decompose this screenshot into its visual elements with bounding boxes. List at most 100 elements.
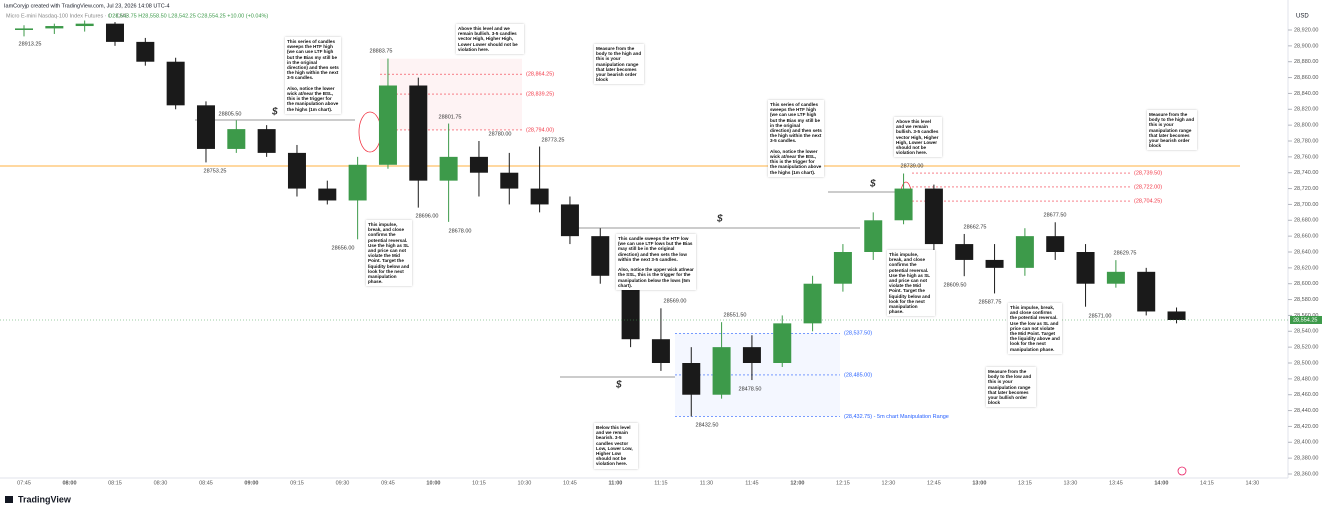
- y-tick-label: 28,900.00: [1294, 43, 1318, 49]
- x-tick-label: 13:15: [1018, 480, 1032, 486]
- candle-body: [803, 283, 822, 324]
- candle-body: [651, 339, 670, 363]
- y-tick-label: 28,780.00: [1294, 138, 1318, 144]
- y-tick-label: 28,700.00: [1294, 202, 1318, 208]
- candle-body: [712, 347, 731, 395]
- liquidity-symbol: $: [271, 107, 278, 118]
- x-tick-label: 14:00: [1154, 480, 1168, 486]
- x-tick-label: 12:15: [836, 480, 850, 486]
- x-tick-label: 08:45: [199, 480, 213, 486]
- x-tick-label: 12:45: [927, 480, 941, 486]
- candle: [955, 233, 974, 277]
- candle-body: [196, 105, 215, 149]
- price-label: 28773.25: [542, 137, 565, 143]
- y-tick-label: 28,860.00: [1294, 75, 1318, 81]
- y-tick-label: 28,520.00: [1294, 345, 1318, 351]
- candle-body: [227, 129, 246, 149]
- y-tick-label: 28,360.00: [1294, 471, 1318, 477]
- candle-body: [591, 236, 610, 276]
- price-label: 28677.50: [1044, 212, 1067, 218]
- candle-body: [136, 41, 155, 62]
- price-label: 28432.50: [696, 422, 719, 428]
- candle: [409, 77, 428, 208]
- candle: [136, 37, 155, 66]
- liquidity-symbol: $: [869, 179, 876, 190]
- price-label: 28609.50: [944, 282, 967, 288]
- candle: [1106, 260, 1125, 288]
- symbol: Micro E-mini Nasdaq-100 Index Futures · …: [6, 13, 129, 19]
- annotation: Measure from the body to the high and th…: [594, 44, 644, 85]
- y-tick-label: 28,600.00: [1294, 281, 1318, 287]
- candle-body: [773, 323, 792, 363]
- candle: [1137, 267, 1156, 316]
- current-price-tag: [1290, 315, 1322, 324]
- candle: [651, 308, 670, 371]
- price-label: 28569.00: [664, 298, 687, 304]
- level-label: (28,839.25): [526, 91, 554, 97]
- price-label: 28739.00: [901, 163, 924, 169]
- candle-body: [1106, 271, 1125, 284]
- candle-body: [530, 188, 549, 205]
- candle-body: [378, 85, 397, 165]
- price-label: 28801.75: [439, 114, 462, 120]
- candle: [318, 180, 337, 205]
- candle-body: [955, 244, 974, 260]
- candle-body: [864, 220, 883, 252]
- candle-body: [833, 252, 852, 284]
- candle: [1076, 244, 1095, 307]
- candle: [773, 315, 792, 367]
- candle: [439, 123, 458, 222]
- x-tick-label: 08:30: [154, 480, 168, 486]
- price-label: 28883.75: [370, 48, 393, 54]
- y-tick-label: 28,460.00: [1294, 392, 1318, 398]
- y-tick-label: 28,660.00: [1294, 234, 1318, 240]
- price-label: 28587.75: [979, 299, 1002, 305]
- annotation: Measure from the body to the low and thi…: [986, 367, 1036, 408]
- candle-body: [439, 156, 458, 181]
- y-tick-label: 28,840.00: [1294, 91, 1318, 97]
- price-label: 28913.25: [19, 41, 42, 47]
- x-tick-label: 13:00: [972, 480, 986, 486]
- price-label: 28753.25: [204, 168, 227, 174]
- price-label: 28662.75: [964, 224, 987, 230]
- brand: TradingView: [18, 494, 72, 504]
- y-tick-label: 28,640.00: [1294, 249, 1318, 255]
- candle: [1167, 307, 1186, 324]
- candle: [500, 152, 519, 205]
- candle-body: [682, 363, 701, 395]
- level-label: (28,537.50): [844, 331, 872, 337]
- candle: [833, 244, 852, 292]
- candle-body: [1046, 236, 1065, 252]
- candle-body: [348, 164, 367, 201]
- price-label: 28629.75: [1114, 250, 1137, 256]
- x-tick-label: 09:15: [290, 480, 304, 486]
- candle: [1046, 222, 1065, 260]
- candle-body: [409, 85, 428, 181]
- candle: [378, 58, 397, 169]
- candle-body: [318, 188, 337, 201]
- candle-body: [1015, 236, 1034, 268]
- level-label: (28,704.25): [1134, 199, 1162, 205]
- x-tick-label: 12:00: [790, 480, 804, 486]
- annotation: This impulse, break, and close confirms …: [1008, 303, 1062, 354]
- current-price-label: 28,554.25: [1293, 317, 1317, 323]
- x-tick-label: 14:15: [1200, 480, 1214, 486]
- price-label: 28780.00: [489, 131, 512, 137]
- price-label: 28696.00: [416, 213, 439, 219]
- x-tick-label: 13:45: [1109, 480, 1123, 486]
- y-tick-label: 28,680.00: [1294, 218, 1318, 224]
- x-tick-label: 11:00: [609, 480, 623, 486]
- level-label: (28,485.00): [844, 372, 872, 378]
- candle-body: [287, 152, 306, 189]
- x-tick-label: 09:30: [336, 480, 350, 486]
- y-tick-label: 28,540.00: [1294, 329, 1318, 335]
- x-tick-label: 10:15: [472, 480, 486, 486]
- logo-icon: [5, 496, 13, 503]
- candle-body: [469, 156, 488, 173]
- candle-body: [15, 28, 33, 30]
- level-label: (28,864.25): [526, 72, 554, 78]
- credit: IamCoryjp created with TradingView.com, …: [4, 3, 170, 9]
- y-tick-label: 28,920.00: [1294, 27, 1318, 33]
- y-tick-label: 28,480.00: [1294, 376, 1318, 382]
